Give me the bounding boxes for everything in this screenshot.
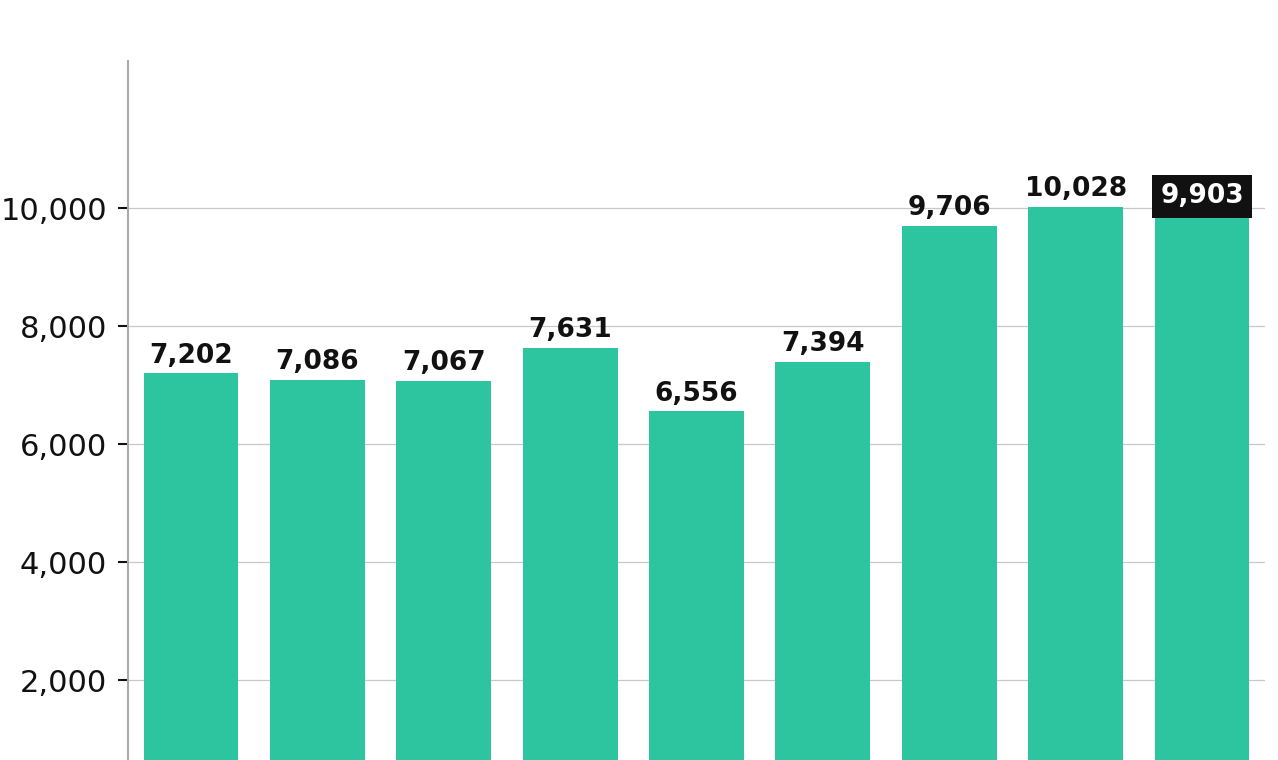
Bar [270,380,364,760]
Text: 7,394: 7,394 [781,331,865,357]
Text: 10,028: 10,028 [1025,176,1127,202]
Bar [1154,214,1250,760]
Text: 9,903: 9,903 [1160,183,1243,209]
Text: 6,556: 6,556 [654,381,739,407]
Text: 7,086: 7,086 [276,350,359,375]
Bar [649,411,744,760]
Bar [523,348,617,760]
Text: 7,202: 7,202 [150,343,233,369]
Bar [396,382,491,760]
Bar [902,226,997,760]
Bar [1029,207,1123,760]
Bar [143,373,239,760]
Bar [776,362,870,760]
Text: 9,706: 9,706 [907,195,990,221]
Text: 7,067: 7,067 [403,350,486,376]
Text: 7,631: 7,631 [528,317,612,344]
